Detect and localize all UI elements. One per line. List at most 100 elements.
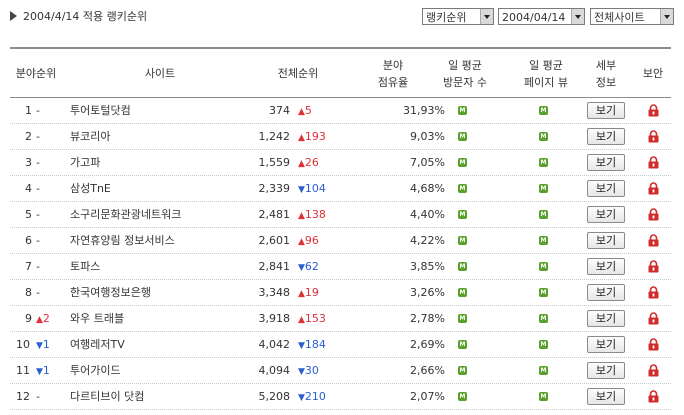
field-share: 2,07% — [410, 390, 445, 403]
metrix-icon[interactable]: M — [539, 106, 548, 115]
metrix-icon[interactable]: M — [539, 262, 548, 271]
total-rank: 3,918 — [258, 312, 291, 325]
field-share: 2,78% — [410, 312, 445, 325]
metrix-icon[interactable]: M — [539, 236, 548, 245]
field-rank-change: - — [36, 286, 40, 299]
table-row: 7- 토파스 2,841 62 3,85% M M 보기 — [10, 254, 671, 280]
view-detail-button[interactable]: 보기 — [587, 232, 625, 249]
total-rank: 3,348 — [258, 286, 291, 299]
metrix-icon[interactable]: M — [458, 236, 467, 245]
view-detail-button[interactable]: 보기 — [587, 362, 625, 379]
chevron-down-icon[interactable] — [571, 9, 584, 24]
col-pageviews-line2: 페이지 뷰 — [524, 75, 568, 89]
field-rank-change: - — [36, 260, 40, 273]
col-share-line2: 점유율 — [377, 75, 409, 89]
total-rank-change: 62 — [298, 254, 319, 279]
total-rank-change: 193 — [298, 124, 326, 149]
total-rank-change: 104 — [298, 176, 326, 201]
col-detail: 세부 정보 — [586, 49, 626, 98]
col-pageviews: 일 평균 페이지 뷰 — [506, 49, 586, 98]
total-rank: 1,559 — [258, 156, 291, 169]
field-share: 4,68% — [410, 182, 445, 195]
field-rank-change: - — [36, 390, 40, 403]
view-detail-button[interactable]: 보기 — [587, 128, 625, 145]
lock-icon[interactable] — [648, 260, 659, 273]
metrix-icon[interactable]: M — [458, 132, 467, 141]
view-detail-button[interactable]: 보기 — [587, 180, 625, 197]
metrix-icon[interactable]: M — [458, 184, 467, 193]
col-detail-line1: 세부 — [595, 58, 617, 72]
view-detail-button[interactable]: 보기 — [587, 154, 625, 171]
lock-icon[interactable] — [648, 182, 659, 195]
field-share: 31,93% — [403, 104, 445, 117]
metrix-icon[interactable]: M — [539, 314, 548, 323]
top-bar: 2004/4/14 적용 랭키순위 랭키순위 2004/04/14 전체사이트 — [0, 0, 684, 34]
total-rank-change: 210 — [298, 384, 326, 409]
col-detail-line2: 정보 — [595, 75, 617, 89]
play-arrow-icon — [10, 11, 17, 21]
date-select-value: 2004/04/14 — [502, 11, 566, 24]
metrix-icon[interactable]: M — [539, 184, 548, 193]
col-pageviews-line1: 일 평균 — [529, 58, 563, 72]
lock-icon[interactable] — [648, 338, 659, 351]
total-rank: 5,208 — [258, 390, 291, 403]
metrix-icon[interactable]: M — [458, 288, 467, 297]
site-filter-select[interactable]: 전체사이트 — [590, 8, 674, 25]
site-name: 투어토털닷컴 — [70, 104, 131, 117]
lock-icon[interactable] — [648, 104, 659, 117]
view-detail-button[interactable]: 보기 — [587, 388, 625, 405]
metrix-icon[interactable]: M — [458, 314, 467, 323]
table-row: 10 1 여행레저TV 4,042 184 2,69% M M 보기 — [10, 332, 671, 358]
col-field-rank: 분야순위 — [15, 67, 57, 80]
metrix-icon[interactable]: M — [539, 340, 548, 349]
site-name: 가고파 — [70, 156, 101, 169]
metrix-icon[interactable]: M — [539, 210, 548, 219]
lock-icon[interactable] — [648, 234, 659, 247]
view-detail-button[interactable]: 보기 — [587, 336, 625, 353]
table-row: 4- 삼성TnE 2,339 104 4,68% M M 보기 — [10, 176, 671, 202]
view-detail-button[interactable]: 보기 — [587, 206, 625, 223]
field-share: 3,85% — [410, 260, 445, 273]
view-detail-button[interactable]: 보기 — [587, 284, 625, 301]
date-select[interactable]: 2004/04/14 — [498, 8, 585, 25]
lock-icon[interactable] — [648, 286, 659, 299]
metrix-icon[interactable]: M — [539, 288, 548, 297]
lock-icon[interactable] — [648, 390, 659, 403]
metrix-icon[interactable]: M — [458, 392, 467, 401]
metrix-icon[interactable]: M — [539, 366, 548, 375]
total-rank-change: 5 — [298, 98, 312, 123]
metrix-icon[interactable]: M — [539, 158, 548, 167]
metrix-icon[interactable]: M — [458, 210, 467, 219]
metrix-icon[interactable]: M — [539, 132, 548, 141]
site-name: 삼성TnE — [70, 182, 111, 195]
metrix-icon[interactable]: M — [458, 262, 467, 271]
lock-icon[interactable] — [648, 156, 659, 169]
metrix-icon[interactable]: M — [458, 366, 467, 375]
table-row: 92 와우 트래블 3,918 153 2,78% M M 보기 — [10, 306, 671, 332]
view-detail-button[interactable]: 보기 — [587, 258, 625, 275]
lock-icon[interactable] — [648, 312, 659, 325]
chevron-down-icon[interactable] — [480, 9, 493, 24]
rank-type-select[interactable]: 랭키순위 — [422, 8, 494, 25]
view-detail-button[interactable]: 보기 — [587, 310, 625, 327]
col-share-line1: 분야 — [382, 58, 404, 72]
metrix-icon[interactable]: M — [539, 392, 548, 401]
metrix-icon[interactable]: M — [458, 158, 467, 167]
view-detail-button[interactable]: 보기 — [587, 102, 625, 119]
site-name: 여행레저TV — [70, 338, 125, 351]
chevron-down-icon[interactable] — [660, 9, 673, 24]
lock-icon[interactable] — [648, 130, 659, 143]
site-name: 한국여행정보은행 — [70, 286, 151, 299]
metrix-icon[interactable]: M — [458, 340, 467, 349]
table-row: 12- 다르티브이 닷컴 5,208 210 2,07% M M 보기 — [10, 384, 671, 410]
field-share: 3,26% — [410, 286, 445, 299]
field-share: 4,40% — [410, 208, 445, 221]
col-share: 분야 점유율 — [358, 49, 428, 98]
lock-icon[interactable] — [648, 208, 659, 221]
lock-icon[interactable] — [648, 364, 659, 377]
field-rank: 3 — [25, 156, 32, 169]
field-rank-change: - — [36, 156, 40, 169]
metrix-icon[interactable]: M — [458, 106, 467, 115]
total-rank-change: 138 — [298, 202, 326, 227]
total-rank: 2,601 — [258, 234, 291, 247]
